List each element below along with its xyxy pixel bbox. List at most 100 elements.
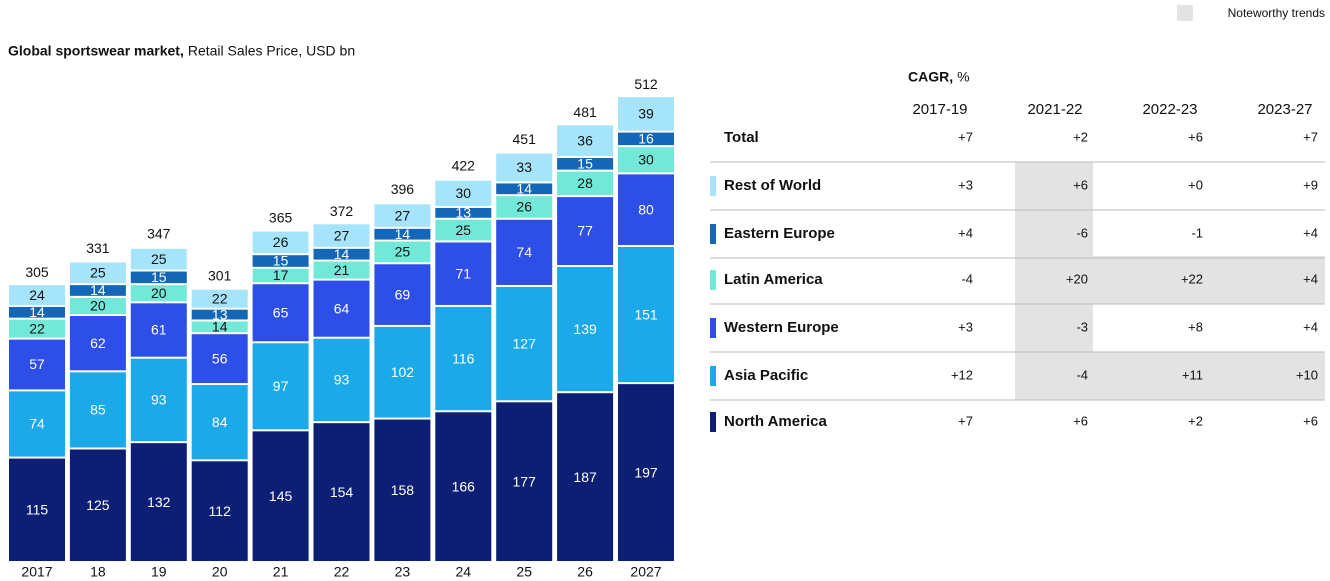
x-tick-label: 26 (577, 564, 593, 580)
bar-label: 97 (273, 378, 289, 394)
bar-label: 25 (456, 222, 472, 238)
bar-label: 85 (90, 402, 106, 418)
bar-label: 65 (273, 304, 289, 320)
total-label: 372 (330, 203, 354, 219)
highlight-cell (1015, 162, 1093, 210)
total-label: 451 (513, 131, 537, 147)
bar-label: 24 (29, 287, 45, 303)
highlight-cell (1093, 352, 1210, 400)
bar-label: 71 (456, 265, 472, 281)
bar-segment (557, 266, 614, 392)
bar-segment (496, 402, 553, 561)
bar-segment (557, 171, 614, 196)
column-header: 2023-27 (1257, 101, 1312, 118)
bar-segment (313, 423, 370, 561)
row-label: Western Europe (724, 319, 839, 336)
cell: +6 (1073, 413, 1088, 428)
bar-label: 15 (273, 253, 289, 269)
cell: +4 (1303, 271, 1318, 286)
bar-segment (313, 280, 370, 337)
bar-segment (252, 268, 309, 283)
bar-segment (496, 196, 553, 218)
bar-segment (313, 261, 370, 279)
bar-label: 30 (456, 185, 472, 201)
bar-segment (313, 224, 370, 247)
cell: +8 (1188, 319, 1203, 334)
bar-label: 27 (395, 207, 411, 223)
bar-segment (374, 241, 431, 263)
bar-label: 14 (516, 181, 532, 197)
x-tick-label: 20 (212, 564, 228, 580)
cell: +10 (1296, 367, 1318, 382)
cell: +9 (1303, 177, 1318, 192)
bar-segment (435, 207, 492, 218)
row-swatch (710, 366, 716, 386)
bar-label: 154 (330, 484, 354, 500)
x-tick-label: 2017 (21, 564, 52, 580)
bar-label: 22 (29, 320, 45, 336)
bar-segment (191, 321, 248, 333)
total-label: 396 (391, 181, 415, 197)
bar-segment (191, 334, 248, 384)
highlight-cell (1210, 352, 1325, 400)
row-swatch (710, 412, 716, 432)
bar-label: 77 (577, 223, 593, 239)
bar-label: 64 (334, 300, 350, 316)
row-label: Rest of World (724, 177, 821, 194)
bar-label: 30 (638, 151, 654, 167)
bar-segment (252, 431, 309, 561)
bar-segment (69, 316, 126, 371)
bar-segment (618, 97, 674, 131)
bar-segment (435, 412, 492, 561)
bar-label: 14 (395, 226, 411, 242)
cell: +4 (958, 225, 973, 240)
highlight-cell (1210, 256, 1325, 304)
bar-label: 16 (638, 131, 654, 147)
bar-segment (374, 264, 431, 325)
bar-segment (191, 309, 248, 320)
bar-label: 26 (516, 199, 532, 215)
bar-label: 57 (29, 356, 45, 372)
column-header: 2017-19 (912, 101, 967, 118)
x-tick-label: 22 (334, 564, 350, 580)
x-tick-label: 19 (151, 564, 167, 580)
bar-label: 84 (212, 414, 228, 430)
cell: -3 (1076, 319, 1088, 334)
cell: +2 (1073, 129, 1088, 144)
bar-label: 56 (212, 350, 228, 366)
row-label: Total (724, 129, 759, 146)
cell: +0 (1188, 177, 1203, 192)
bar-segment (618, 132, 674, 146)
cell: +6 (1073, 177, 1088, 192)
bar-label: 14 (334, 246, 350, 262)
bar-label: 69 (395, 286, 411, 302)
cell: +6 (1188, 129, 1203, 144)
bar-label: 112 (209, 503, 232, 519)
x-tick-label: 21 (273, 564, 289, 580)
row-label: Asia Pacific (724, 367, 808, 384)
cell: +12 (951, 367, 973, 382)
cell: +4 (1303, 225, 1318, 240)
bar-segment (9, 306, 65, 318)
bar-label: 158 (391, 482, 415, 498)
highlight-cell (1015, 256, 1093, 304)
bar-segment (9, 285, 65, 305)
row-label: Eastern Europe (724, 225, 835, 242)
bar-segment (618, 247, 674, 383)
bar-label: 25 (90, 265, 106, 281)
cell: +7 (958, 129, 973, 144)
bar-segment (130, 248, 187, 270)
bar-label: 127 (513, 335, 537, 351)
bar-segment (374, 228, 431, 240)
bar-label: 93 (151, 392, 167, 408)
bar-label: 102 (391, 364, 415, 380)
bar-segment (313, 338, 370, 422)
bar-label: 15 (151, 269, 167, 285)
bar-label: 197 (634, 464, 658, 480)
chart-subtitle: Retail Sales Price, USD bn (188, 43, 355, 59)
bar-segment (435, 219, 492, 241)
total-label: 365 (269, 209, 293, 225)
bar-label: 22 (212, 290, 228, 306)
bar-label: 14 (90, 282, 106, 298)
